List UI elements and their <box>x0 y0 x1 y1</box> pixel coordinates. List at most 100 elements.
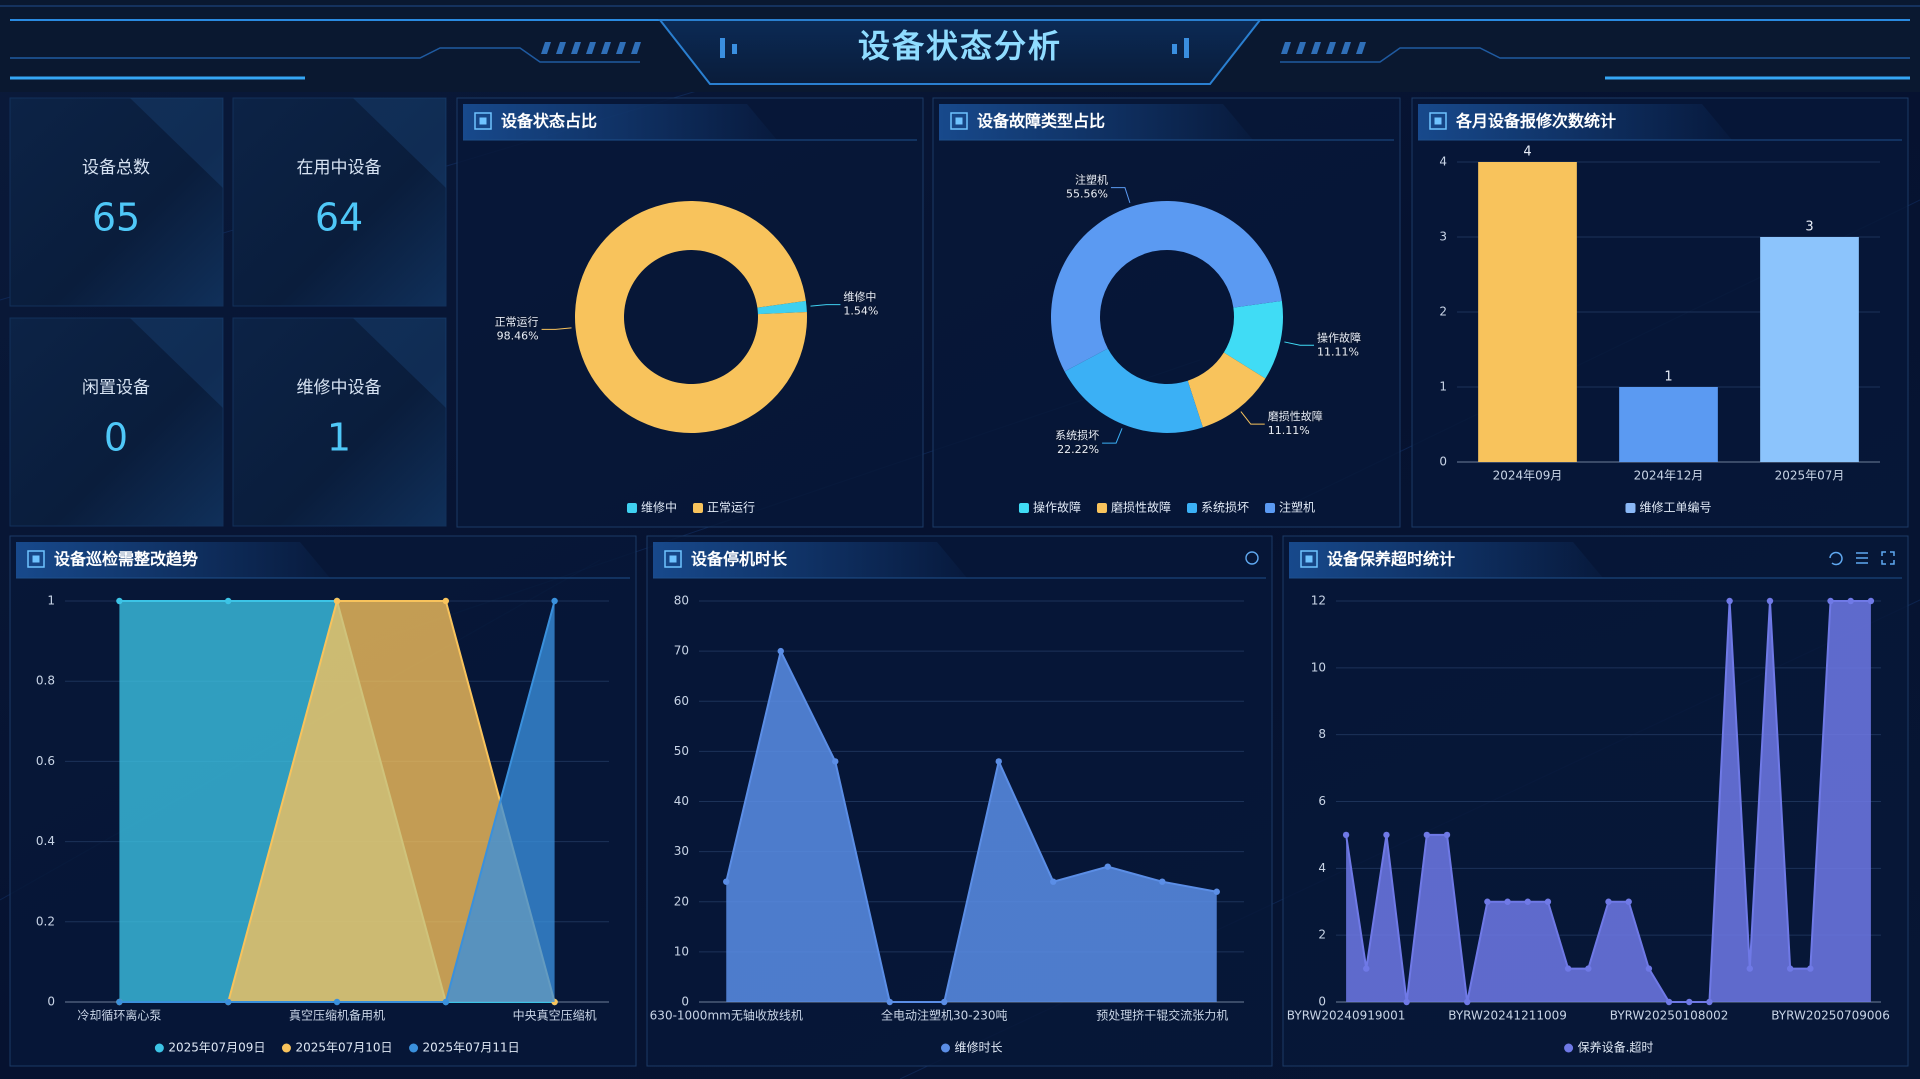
panel-icon-core <box>955 117 963 125</box>
y-tick-label: 1 <box>1439 380 1447 394</box>
data-point <box>116 597 123 605</box>
y-tick-label: 0 <box>681 995 689 1009</box>
data-point <box>1524 898 1531 905</box>
legend-label: 正常运行 <box>707 501 755 515</box>
label-leader <box>1240 411 1265 425</box>
y-tick-label: 12 <box>1311 594 1326 608</box>
panel-header-band <box>1289 542 1603 578</box>
legend-marker <box>940 1043 950 1053</box>
data-point <box>1847 597 1854 605</box>
legend-label: 操作故障 <box>1033 500 1081 515</box>
data-point <box>1564 965 1572 972</box>
panel: 设备故障类型占比 <box>932 97 1401 528</box>
data-point <box>1786 965 1794 972</box>
panel-icon-core <box>479 117 487 125</box>
slice-label: 注塑机 <box>1075 173 1108 187</box>
pie-slice <box>1187 352 1266 428</box>
data-point <box>1544 898 1552 905</box>
label-leader <box>1284 341 1315 346</box>
panel-title: 设备状态占比 <box>501 112 597 131</box>
y-tick-label: 10 <box>674 944 689 958</box>
data-point <box>551 597 558 605</box>
legend-marker <box>409 1043 419 1053</box>
panel-icon <box>27 550 45 568</box>
stat-card: 维修中设备 1 <box>232 317 447 527</box>
x-tick-label: 630-1000mm无轴收放线机 <box>650 1008 803 1023</box>
y-tick-label: 0.4 <box>36 834 55 848</box>
slice-label: 操作故障 <box>1317 330 1361 344</box>
panel: 设备状态占比 <box>456 97 924 528</box>
y-tick-label: 2 <box>1439 305 1447 319</box>
stat-card-bg <box>232 97 447 307</box>
data-point <box>1464 998 1471 1006</box>
data-point <box>777 647 784 655</box>
pie-slice <box>1223 300 1283 379</box>
y-tick-label: 8 <box>1318 727 1326 741</box>
legend-marker <box>281 1043 291 1053</box>
panel-title: 设备巡检需整改趋势 <box>54 550 198 569</box>
list-icon[interactable] <box>1856 552 1868 564</box>
data-point <box>225 597 232 605</box>
data-point <box>333 597 341 605</box>
panel-header-band <box>463 104 777 140</box>
data-point <box>995 758 1002 765</box>
data-point <box>1686 998 1693 1006</box>
legend-label: 2025年07月09日 <box>168 1041 265 1055</box>
pie-slice <box>1064 348 1203 433</box>
slice-label: 系统损坏 <box>1055 428 1099 442</box>
slice-value-label: 11.11% <box>1268 424 1310 437</box>
y-tick-label: 2 <box>1318 928 1326 942</box>
data-point <box>886 998 893 1006</box>
legend-label: 维修工单编号 <box>1639 500 1711 515</box>
data-point <box>1423 831 1431 839</box>
y-tick-label: 3 <box>1439 230 1447 244</box>
legend-marker <box>626 503 637 513</box>
label-leader <box>1110 187 1131 204</box>
stat-label: 维修中设备 <box>297 378 382 398</box>
stat-value: 65 <box>92 196 140 240</box>
bar-value-label: 1 <box>1664 370 1672 385</box>
legend-marker <box>1625 503 1636 513</box>
panel-icon <box>1300 550 1318 568</box>
panel-title: 设备故障类型占比 <box>977 112 1105 131</box>
page-title: 设备状态分析 <box>858 27 1062 65</box>
data-point <box>832 758 839 765</box>
x-tick-label: BYRW20241211009 <box>1448 1009 1567 1023</box>
stat-card-glow <box>130 318 223 408</box>
panel-icon-core <box>32 555 40 563</box>
data-point <box>1443 831 1451 839</box>
slice-value-label: 11.11% <box>1317 345 1359 358</box>
stat-card: 闲置设备 0 <box>9 317 224 527</box>
fullscreen-icon[interactable] <box>1881 551 1895 565</box>
panel-icon-core <box>1434 117 1442 125</box>
data-point <box>1104 863 1111 870</box>
label-leader <box>1102 428 1123 444</box>
data-point <box>1665 998 1673 1006</box>
data-point <box>1766 597 1774 605</box>
panel-header-band <box>653 542 967 578</box>
data-point <box>1504 898 1511 905</box>
y-tick-label: 0 <box>47 995 55 1009</box>
bar <box>1760 237 1859 462</box>
refresh-icon[interactable] <box>1829 551 1843 566</box>
stat-card-glow <box>353 318 446 408</box>
panel-header-band <box>939 104 1253 140</box>
legend-marker <box>1564 1043 1574 1053</box>
data-point <box>1746 965 1753 972</box>
panel-title: 各月设备报修次数统计 <box>1455 112 1616 131</box>
x-tick-label: BYRW20250108002 <box>1610 1009 1729 1023</box>
y-tick-label: 0 <box>1318 995 1326 1009</box>
slice-value-label: 98.46% <box>497 329 539 342</box>
y-tick-label: 20 <box>674 894 689 908</box>
panel-icon-core <box>669 555 677 563</box>
legend-label: 保养设备.超时 <box>1578 1040 1654 1055</box>
x-tick-label: 真空压缩机备用机 <box>289 1008 385 1023</box>
info-icon[interactable] <box>1245 551 1259 565</box>
data-point <box>1050 878 1057 885</box>
y-tick-label: 0.6 <box>36 754 55 768</box>
legend-label: 注塑机 <box>1279 500 1315 515</box>
slice-label: 正常运行 <box>495 315 539 328</box>
area-line <box>725 648 1217 1003</box>
